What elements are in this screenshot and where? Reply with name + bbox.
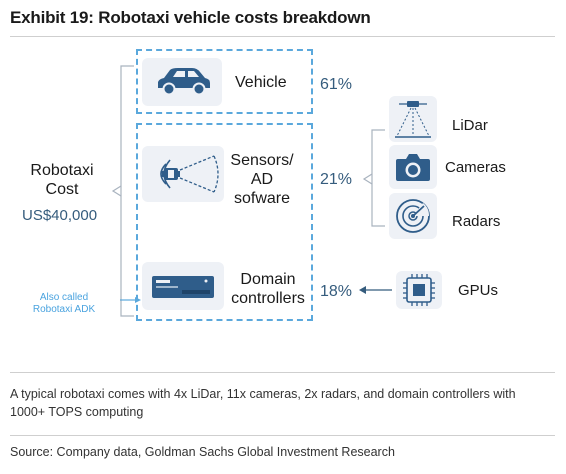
radar-icon-box — [389, 193, 437, 239]
radar-icon — [396, 199, 430, 233]
source-divider — [10, 435, 555, 436]
camera-icon-box — [389, 145, 437, 189]
car-icon — [158, 68, 210, 96]
vehicle-icon-box — [142, 58, 222, 106]
cost-label: Robotaxi Cost — [22, 161, 102, 199]
footnote: A typical robotaxi comes with 4x LiDar, … — [10, 385, 516, 421]
sensors-percent: 21% — [320, 171, 353, 188]
sensors-label-line2: AD — [250, 171, 274, 188]
lidar-icon-box — [389, 96, 437, 142]
footnote-divider — [10, 372, 555, 373]
adk-note: Also called Robotaxi ADK — [14, 292, 114, 316]
sensor-icon — [160, 155, 219, 193]
cost-label-line2: Cost — [45, 181, 79, 198]
sensor-icon-box — [142, 146, 224, 202]
vehicle-box — [136, 49, 313, 114]
adk-note-line2: Robotaxi ADK — [32, 304, 96, 315]
lidar-label: LiDar — [452, 117, 488, 134]
gpu-icon-box — [396, 271, 442, 309]
footnote-line1: A typical robotaxi comes with 4x LiDar, … — [10, 387, 516, 401]
sensors-label-line3: sofware — [233, 190, 291, 207]
controller-icon-box — [142, 262, 224, 310]
controller-icon — [152, 276, 214, 298]
sensors-label-line1: Sensors/ — [230, 152, 294, 169]
camera-icon — [396, 154, 430, 181]
domain-label: Domain controllers — [222, 270, 314, 308]
vehicle-percent: 61% — [320, 76, 353, 93]
domain-percent: 18% — [320, 283, 353, 300]
cameras-label: Cameras — [445, 159, 506, 176]
adk-note-line1: Also called — [39, 292, 89, 303]
lidar-icon — [395, 101, 431, 138]
source: Source: Company data, Goldman Sachs Glob… — [10, 445, 395, 459]
title-divider — [10, 36, 555, 37]
footnote-line2: 1000+ TOPS computing — [10, 405, 144, 419]
sensors-label: Sensors/ AD sofware — [222, 151, 302, 208]
exhibit-title: Exhibit 19: Robotaxi vehicle costs break… — [10, 8, 371, 27]
vehicle-label: Vehicle — [235, 74, 287, 91]
domain-label-line1: Domain — [240, 271, 296, 288]
gpu-label: GPUs — [458, 282, 499, 299]
chip-icon — [403, 274, 435, 306]
domain-label-line2: controllers — [231, 290, 305, 307]
adk-box — [136, 123, 313, 321]
cost-value: US$40,000 — [22, 207, 98, 224]
cost-label-line1: Robotaxi — [30, 162, 94, 179]
radars-label: Radars — [452, 213, 501, 230]
